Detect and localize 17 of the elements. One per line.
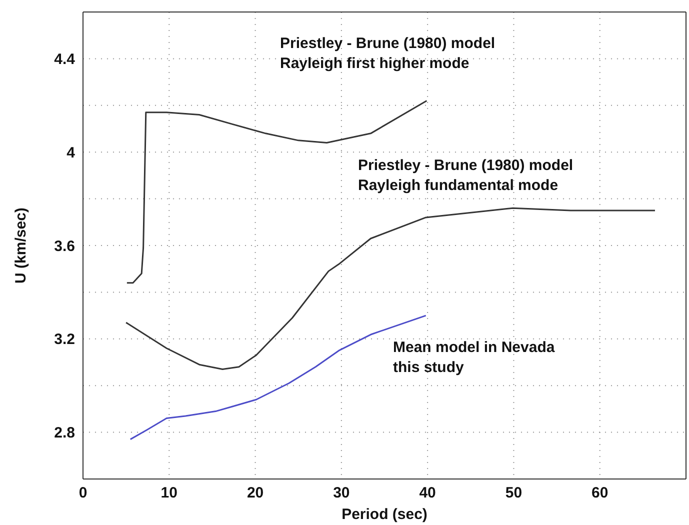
x-tick-label: 30 <box>333 484 350 502</box>
y-tick-label: 3.6 <box>54 238 75 255</box>
y-tick-label: 4.4 <box>54 51 76 68</box>
x-tick-label: 20 <box>246 484 264 502</box>
annotation: Priestley - Brune (1980) model Rayleigh fundamental mode <box>358 156 574 196</box>
x-tick-label: 50 <box>505 484 522 502</box>
x-tick-label: 60 <box>592 484 608 502</box>
y-tick-label: 4 <box>66 144 76 162</box>
x-tick-label: 10 <box>160 484 178 502</box>
annotation: Priestley - Brune (1980) model Rayleigh first higher mode <box>280 34 496 74</box>
y-tick-label: 2.8 <box>54 424 75 442</box>
x-axis-title: Period (sec) <box>342 506 428 523</box>
y-axis-title: U (km/sec) <box>12 208 30 284</box>
x-tick-label: 40 <box>419 484 436 502</box>
y-tick-label: 3.2 <box>54 331 75 348</box>
annotation: Mean model in Nevada this study <box>393 338 555 378</box>
x-tick-label: 0 <box>78 484 88 502</box>
